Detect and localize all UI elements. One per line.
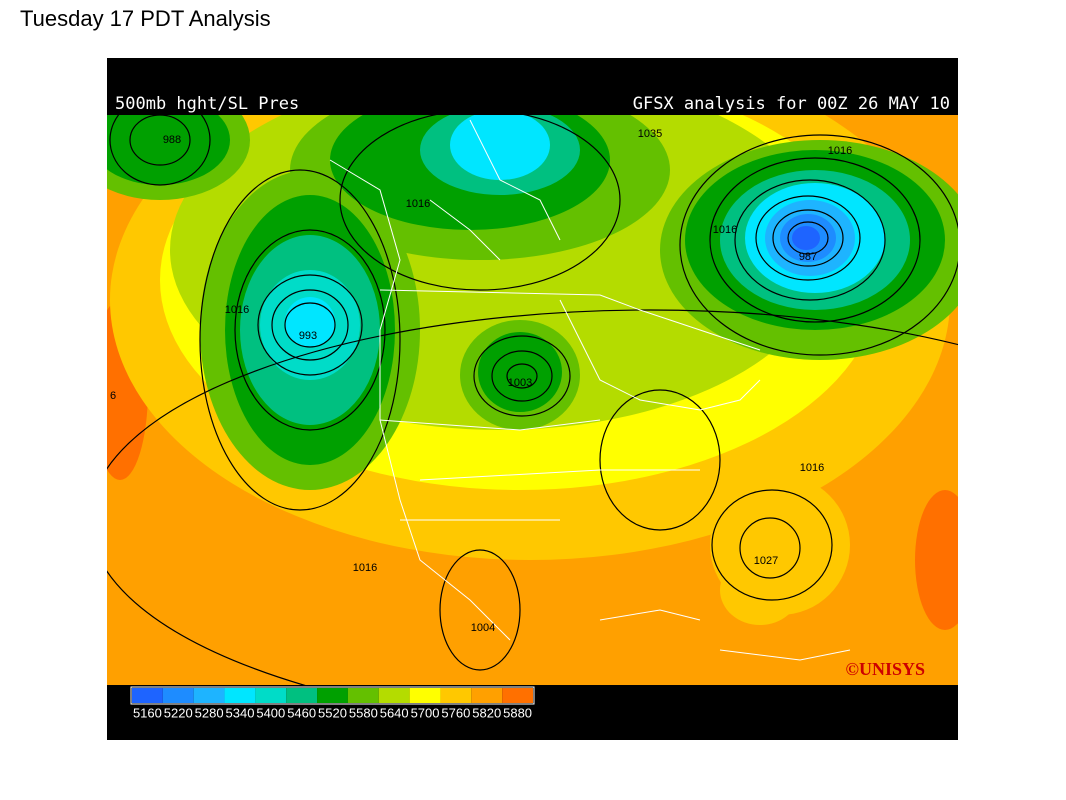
legend-swatch bbox=[162, 688, 194, 703]
caption-left: 500mb hght/SL Pres bbox=[115, 94, 299, 114]
isobar-label: 987 bbox=[799, 251, 817, 263]
legend-label: 5220 bbox=[164, 705, 193, 720]
legend-label: 5580 bbox=[349, 705, 378, 720]
isobar-label: 1016 bbox=[406, 198, 430, 210]
coastlines bbox=[329, 119, 851, 661]
legend-label: 5820 bbox=[472, 705, 501, 720]
legend-swatch bbox=[132, 688, 163, 703]
legend-label: 5400 bbox=[256, 705, 285, 720]
legend-swatch bbox=[224, 688, 256, 703]
isobar-label: 988 bbox=[163, 134, 181, 146]
isobar-label: 1027 bbox=[754, 555, 778, 567]
isobar-labels: 988 1035 1016 1016 1016 987 1016 993 100… bbox=[110, 128, 852, 634]
legend-swatch bbox=[440, 688, 472, 703]
legend-border bbox=[130, 686, 535, 705]
isobar-label: 1035 bbox=[638, 128, 662, 140]
legend-label: 5880 bbox=[503, 705, 532, 720]
isobar-label: 1016 bbox=[225, 304, 249, 316]
legend-label: 5160 bbox=[133, 705, 162, 720]
legend-label: 5460 bbox=[287, 705, 316, 720]
map-field: ©UNISYS bbox=[107, 115, 958, 685]
logo: ©UNISYS bbox=[846, 659, 925, 679]
legend-label: 5640 bbox=[380, 705, 409, 720]
isobars bbox=[107, 115, 958, 685]
legend-swatch bbox=[378, 688, 410, 703]
legend-swatch bbox=[409, 688, 441, 703]
caption-right: GFSX analysis for 00Z 26 MAY 10 bbox=[633, 94, 950, 114]
isobar-label: 1004 bbox=[471, 622, 495, 634]
page-title: Tuesday 17 PDT Analysis bbox=[20, 6, 271, 31]
isobar-label: 1016 bbox=[713, 224, 737, 236]
isobar-label: 1016 bbox=[828, 145, 852, 157]
legend-label: 5760 bbox=[441, 705, 470, 720]
legend-swatch bbox=[502, 688, 533, 703]
legend-label: 5520 bbox=[318, 705, 347, 720]
isobar-label: 1016 bbox=[353, 562, 377, 574]
legend-swatch bbox=[255, 688, 287, 703]
legend-swatch bbox=[347, 688, 379, 703]
isobar-label: 1016 bbox=[800, 462, 824, 474]
legend-swatch bbox=[193, 688, 225, 703]
legend-label: 5340 bbox=[226, 705, 255, 720]
isobar-label: 1003 bbox=[508, 377, 532, 389]
legend-label: 5280 bbox=[195, 705, 224, 720]
legend: 5160 5220 5280 5340 5400 5460 5520 5580 5640 5700… bbox=[130, 686, 535, 720]
legend-swatch bbox=[317, 688, 348, 703]
legend-swatch bbox=[471, 688, 503, 703]
isobar-label: 6 bbox=[110, 390, 116, 402]
isobar-label: 993 bbox=[299, 330, 317, 342]
legend-label: 5700 bbox=[411, 705, 440, 720]
legend-swatch bbox=[286, 688, 318, 703]
